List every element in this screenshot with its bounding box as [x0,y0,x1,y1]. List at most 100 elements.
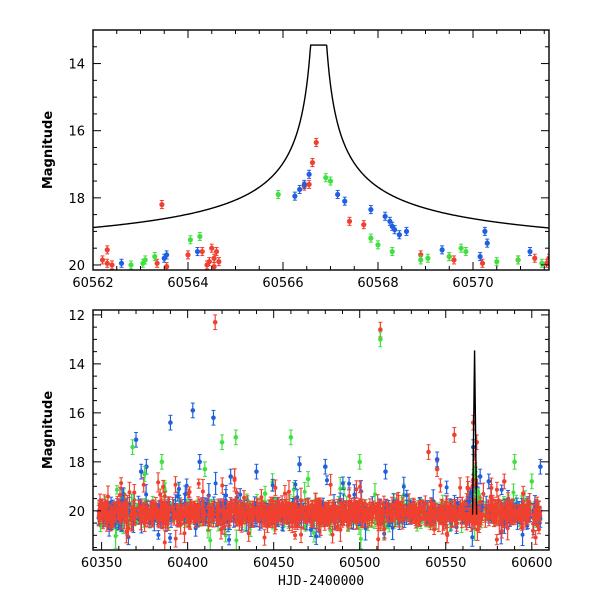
bottom-data-point [520,532,525,537]
bottom-data-point [458,485,463,490]
top-data-point [211,255,217,261]
top-y-tick-label: 14 [68,58,85,73]
top-data-point [515,257,521,263]
top-data-point [309,159,316,166]
top-x-tick-label: 60568 [357,276,398,291]
top-data-point [209,245,215,251]
top-data-point [159,201,165,208]
top-data-point [152,253,158,260]
top-data-point [368,206,374,213]
top-data-point [104,247,110,253]
bottom-data-point [358,536,363,541]
bottom-data-point [340,481,345,486]
bottom-data-point [302,489,307,494]
top-data-point [389,248,395,255]
top-data-point [164,264,170,270]
top-y-tick-label: 16 [68,125,85,140]
bottom-data-point [227,537,232,542]
bottom-data-point [262,535,267,540]
bottom-scatter-points [96,314,543,550]
bottom-data-point [401,484,406,489]
top-y-tick-label: 20 [68,259,85,274]
bottom-data-point [470,535,475,540]
top-scatter-points [99,137,549,270]
bottom-data-point [238,492,243,497]
top-data-point [396,232,402,238]
bottom-data-point [105,494,110,499]
top-data-point [446,253,452,260]
top-data-point [484,240,490,246]
top-data-point [477,253,483,260]
bottom-data-point [173,536,178,541]
top-data-point [128,262,134,268]
top-data-point [297,186,303,193]
top-y-axis-label: Magnitude [41,111,56,190]
top-panel-frame [92,29,550,271]
top-data-point [206,259,212,265]
bottom-data-point [114,487,119,492]
bottom-data-point [168,535,173,540]
bottom-data-point [444,485,449,490]
top-data-point [199,248,205,255]
top-x-tick-label: 60570 [452,276,493,291]
bottom-data-point [175,494,180,499]
top-x-tick-label: 60566 [262,276,303,291]
bottom-data-point [308,527,313,532]
top-data-point [439,247,445,253]
top-data-point [463,248,469,255]
top-data-point [306,171,312,177]
top-data-point [451,257,457,263]
bottom-panel: 60350 60400 60450 60500 60550 606001214161820… [41,309,552,589]
top-data-point [216,259,222,265]
bottom-data-point [347,481,352,486]
top-data-point [323,175,329,181]
bottom-data-point [273,485,278,490]
bottom-data-point [511,490,516,495]
bottom-data-point [144,492,149,497]
top-x-tick-label: 60562 [72,276,113,291]
top-data-point [368,235,374,241]
top-data-point [418,257,424,263]
bottom-data-point [176,486,181,491]
top-data-point [118,260,125,266]
bottom-data-point [156,532,161,537]
top-data-point [335,191,341,198]
top-data-point [527,248,533,255]
bottom-data-point [295,495,300,500]
bottom-data-point [311,530,316,535]
top-data-point [479,260,486,266]
top-data-point [382,213,388,219]
top-data-point [313,139,319,146]
top-data-point [185,252,191,258]
bottom-data-point [162,540,167,545]
top-data-point [482,228,488,234]
bottom-data-point [270,483,275,488]
top-data-point [292,193,298,199]
top-data-point [532,255,538,261]
bottom-data-point [141,482,146,487]
top-data-point [104,260,110,266]
bottom-data-point [224,493,229,498]
top-data-point [361,222,367,228]
top-data-point [142,257,148,263]
top-data-point [109,262,115,268]
top-data-point [99,257,106,263]
bottom-data-point [132,490,137,495]
top-panel: 60562 60564 60566 60568 60570 14 16 18 20 Magnit… [41,29,550,291]
top-x-tick-label: 60564 [167,276,208,291]
top-data-point [392,227,398,233]
bottom-data-point [213,481,218,486]
top-y-tick-label: 18 [68,192,85,207]
top-data-point [187,237,193,243]
top-data-point [197,233,203,240]
bottom-data-point [161,484,166,489]
top-data-point [494,259,500,265]
top-data-point [194,248,201,255]
top-data-point [164,252,170,258]
top-data-point [346,218,353,224]
bottom-data-point [124,529,129,534]
top-data-point [211,264,217,270]
top-data-point [213,248,220,255]
bottom-data-point [372,492,377,497]
